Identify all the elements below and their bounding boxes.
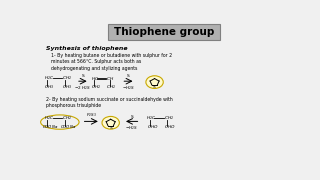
Text: $CH_2$: $CH_2$ [62,114,72,122]
Ellipse shape [146,76,163,89]
Text: $H_2C$: $H_2C$ [44,74,55,82]
Text: $CH$: $CH$ [107,75,115,82]
Text: S: S [130,115,133,119]
FancyBboxPatch shape [108,24,220,40]
Text: $CH_3$: $CH_3$ [44,84,54,91]
Text: $- H_2S$: $- H_2S$ [122,84,135,92]
Text: $COONa$: $COONa$ [42,123,58,130]
Text: $P_2S_3$: $P_2S_3$ [85,111,96,119]
Text: $CH_2$: $CH_2$ [91,84,101,91]
Text: $CHO$: $CHO$ [164,123,175,130]
Text: 1- By heating butane or butadiene with sulphur for 2
minutes at 566°C. Sulphur a: 1- By heating butane or butadiene with s… [51,53,172,71]
Text: $CH_2$: $CH_2$ [62,74,72,82]
Text: $- 2\ H_2S$: $- 2\ H_2S$ [74,84,91,92]
Text: $COONa$: $COONa$ [60,123,76,130]
Text: S: S [127,74,130,78]
Text: $H_2C$: $H_2C$ [146,114,156,122]
Text: $CHO$: $CHO$ [147,123,158,130]
Text: $CH_3$: $CH_3$ [62,84,72,91]
Text: $- H_2S$: $- H_2S$ [125,124,138,132]
Text: Thiophene group: Thiophene group [114,27,214,37]
Ellipse shape [102,116,119,129]
Text: $HC$: $HC$ [91,75,99,82]
Text: S: S [81,74,84,78]
Text: $CH_2$: $CH_2$ [164,114,173,122]
Text: S: S [153,85,156,89]
Text: 2- By heating sodium succinate or succinaldehyde with
phosphorous trisulphide: 2- By heating sodium succinate or succin… [46,97,173,108]
Text: Synthesis of thiophene: Synthesis of thiophene [46,46,128,51]
Text: S: S [109,126,112,130]
Text: $CH_2$: $CH_2$ [107,84,116,91]
Text: $H_2C$: $H_2C$ [44,114,55,122]
